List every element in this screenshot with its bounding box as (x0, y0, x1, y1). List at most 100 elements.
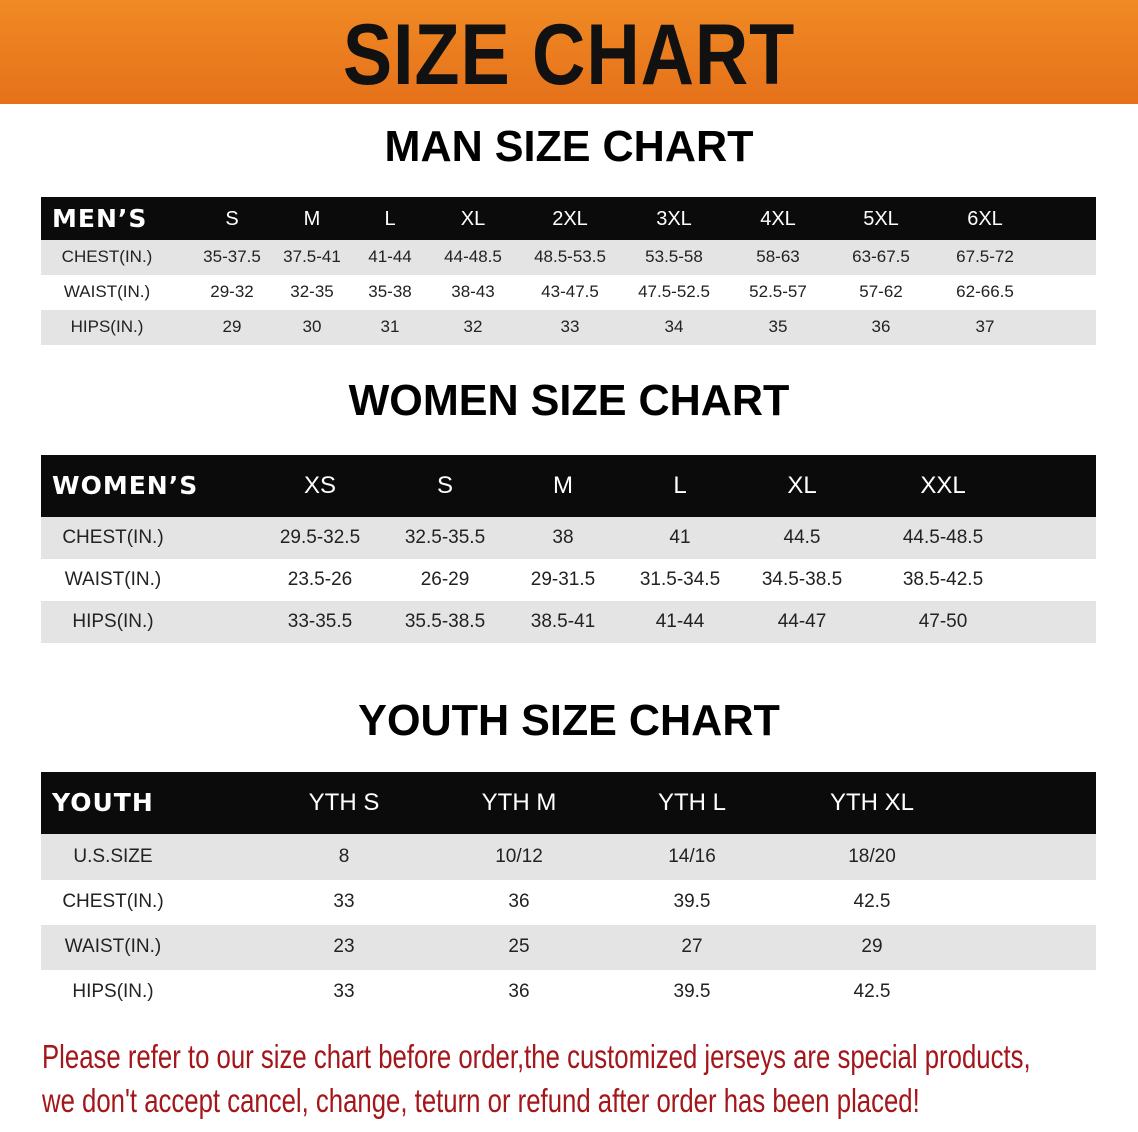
table-cell: 32-35 (290, 282, 334, 302)
table-cell: 10/12 (495, 845, 543, 867)
size-header-4xl: 4XL (760, 207, 796, 230)
table-cell: 33 (333, 981, 355, 1003)
table-cell: 43-47.5 (541, 282, 599, 302)
row-label: CHEST(IN.) (62, 526, 164, 548)
size-header-s: S (436, 471, 454, 499)
size-header-l: L (673, 471, 687, 499)
table-cell: 36 (871, 317, 891, 337)
table-cell: 38.5-41 (530, 610, 596, 632)
size-header-yth-l: YTH L (657, 788, 727, 816)
table-cell: 35-37.5 (203, 247, 261, 267)
table-cell: 29-32 (210, 282, 254, 302)
table-cell: 35 (768, 317, 788, 337)
table-cell: 58-63 (756, 247, 800, 267)
table-cell: 44.5 (783, 526, 821, 548)
table-cell: 42.5 (853, 981, 891, 1003)
row-label: WAIST(IN.) (64, 936, 162, 958)
women-section-title: WOMEN SIZE CHART (348, 376, 790, 425)
size-header-xl: XL (460, 207, 486, 230)
women-header-label: WOMEN’S (52, 471, 199, 500)
table-cell: 67.5-72 (956, 247, 1014, 267)
table-cell: 38 (552, 526, 574, 548)
table-row: CHEST(IN.) 29.5-32.5 32.5-35.5 38 41 44.5 44.5… (41, 517, 1096, 559)
table-cell: 23 (333, 936, 355, 958)
table-cell: 47-50 (918, 610, 968, 632)
youth-header-row: YOUTH YTH S YTH M YTH L YTH XL (41, 772, 1096, 834)
table-cell: 39.5 (673, 981, 711, 1003)
row-label: HIPS(IN.) (72, 610, 154, 632)
youth-header-label: YOUTH (52, 788, 154, 817)
row-label: CHEST(IN.) (62, 891, 164, 913)
table-cell: 33 (333, 891, 355, 913)
table-cell: 34 (664, 317, 684, 337)
size-header-l: L (384, 207, 396, 230)
row-label: HIPS(IN.) (72, 981, 154, 1003)
size-header-yth-xl: YTH XL (829, 788, 915, 816)
table-cell: 35-38 (368, 282, 412, 302)
table-row: U.S.SIZE 8 10/12 14/16 18/20 (41, 834, 1096, 880)
banner-title: SIZE CHART (342, 7, 796, 103)
table-row: CHEST(IN.) 35-37.5 37.5-41 41-44 44-48.5 48.5… (41, 240, 1096, 275)
table-cell: 26-29 (420, 568, 470, 590)
table-cell: 42.5 (853, 891, 891, 913)
row-label: CHEST(IN.) (61, 247, 153, 267)
size-header-xxl: XXL (920, 471, 966, 499)
table-cell: 31 (380, 317, 400, 337)
table-cell: 36 (508, 891, 530, 913)
table-cell: 62-66.5 (956, 282, 1014, 302)
size-header-6xl: 6XL (967, 207, 1003, 230)
size-header-5xl: 5XL (863, 207, 899, 230)
notice-line-2: we don't accept cancel, change, teturn o… (42, 1082, 920, 1119)
table-cell: 32.5-35.5 (404, 526, 486, 548)
size-header-2xl: 2XL (552, 207, 588, 230)
table-cell: 29-31.5 (530, 568, 596, 590)
table-cell: 33-35.5 (287, 610, 353, 632)
table-cell: 44.5-48.5 (902, 526, 984, 548)
table-cell: 41-44 (368, 247, 412, 267)
size-header-3xl: 3XL (656, 207, 692, 230)
table-cell: 63-67.5 (852, 247, 910, 267)
size-header-yth-m: YTH M (481, 788, 557, 816)
men-size-table: MEN’S S M L XL 2XL 3XL 4XL 5XL 6XL CHEST(IN.) 35-37… (41, 197, 1096, 345)
table-cell: 37 (975, 317, 995, 337)
table-cell: 35.5-38.5 (404, 610, 486, 632)
table-cell: 39.5 (673, 891, 711, 913)
table-cell: 41-44 (655, 610, 705, 632)
table-cell: 44-48.5 (444, 247, 502, 267)
table-cell: 52.5-57 (749, 282, 807, 302)
men-header-row: MEN’S S M L XL 2XL 3XL 4XL 5XL 6XL (41, 197, 1096, 240)
size-header-m: M (553, 471, 573, 499)
women-header-row: WOMEN’S XS S M L XL XXL (41, 455, 1096, 517)
women-size-table: WOMEN’S XS S M L XL XXL CHEST(IN.) 29.5-32.5 32.5… (41, 455, 1096, 643)
table-cell: 29 (222, 317, 242, 337)
table-cell: 33 (560, 317, 580, 337)
size-header-m: M (303, 207, 321, 230)
size-header-s: S (225, 207, 239, 230)
table-cell: 36 (508, 981, 530, 1003)
table-cell: 41 (669, 526, 691, 548)
table-cell: 34.5-38.5 (761, 568, 843, 590)
table-row: WAIST(IN.) 29-32 32-35 35-38 38-43 43-47.5 47.… (41, 275, 1096, 310)
table-cell: 48.5-53.5 (534, 247, 606, 267)
table-cell: 44-47 (777, 610, 827, 632)
row-label: WAIST(IN.) (63, 282, 151, 302)
table-row: HIPS(IN.) 33 36 39.5 42.5 (41, 970, 1096, 1015)
size-chart-banner: SIZE CHART (0, 0, 1138, 104)
row-label: WAIST(IN.) (64, 568, 162, 590)
table-cell: 8 (338, 845, 350, 867)
table-cell: 30 (302, 317, 322, 337)
size-header-xs: XS (303, 471, 337, 499)
table-cell: 14/16 (668, 845, 716, 867)
row-label: HIPS(IN.) (70, 317, 144, 337)
table-cell: 29.5-32.5 (279, 526, 361, 548)
table-cell: 23.5-26 (287, 568, 353, 590)
youth-size-table: YOUTH YTH S YTH M YTH L YTH XL U.S.SIZE 8 10/12… (41, 772, 1096, 1015)
men-header-label: MEN’S (52, 203, 148, 233)
table-cell: 29 (861, 936, 883, 958)
table-row: HIPS(IN.) 29 30 31 32 33 34 35 36 37 (41, 310, 1096, 345)
table-row: WAIST(IN.) 23.5-26 26-29 29-31.5 31.5-34.5 34… (41, 559, 1096, 601)
table-cell: 27 (681, 936, 703, 958)
table-cell: 57-62 (859, 282, 903, 302)
table-cell: 32 (463, 317, 483, 337)
table-cell: 47.5-52.5 (638, 282, 710, 302)
